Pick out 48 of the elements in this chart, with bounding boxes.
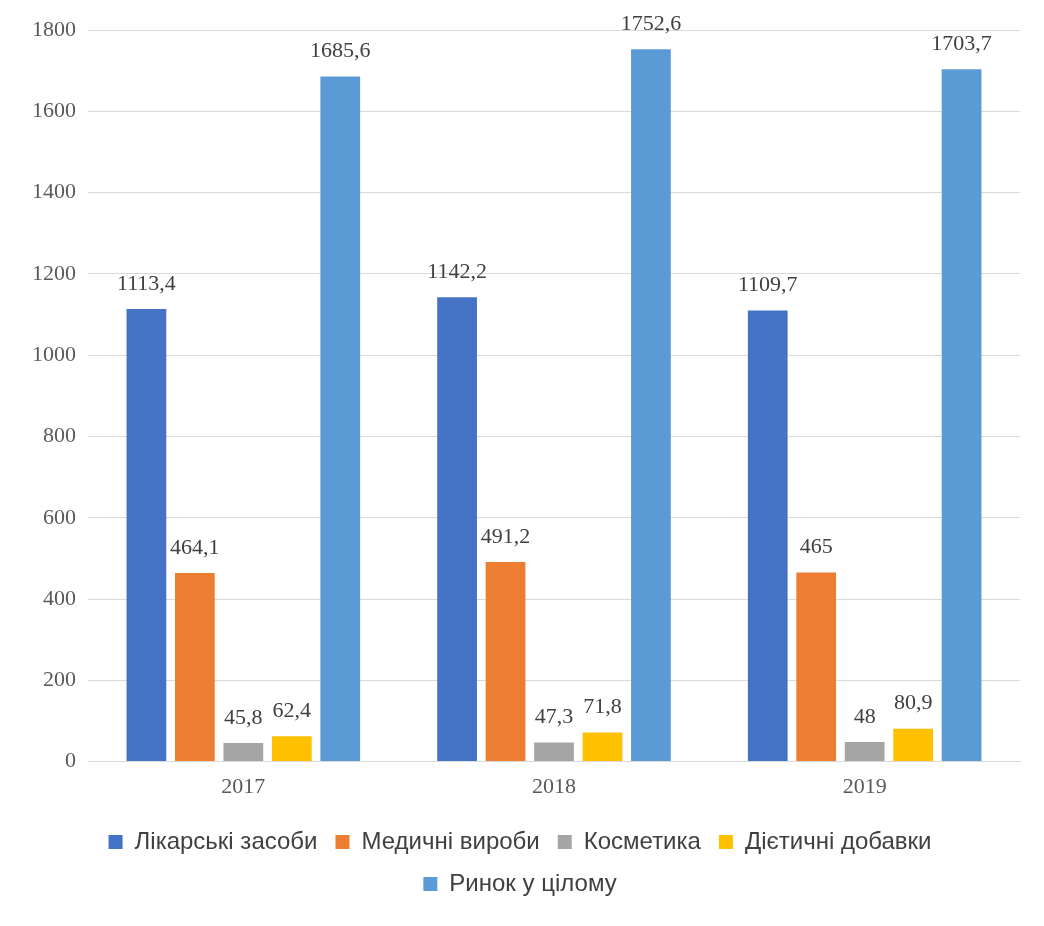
- y-tick-label: 600: [43, 503, 76, 529]
- bar: [844, 742, 885, 762]
- data-label: 62,4: [272, 697, 312, 723]
- y-tick-label: 1200: [32, 259, 76, 285]
- data-label: 71,8: [583, 693, 622, 719]
- bar: [437, 297, 477, 762]
- bar: [941, 69, 982, 762]
- x-tick-label: 2018: [532, 772, 576, 798]
- bar: [175, 572, 215, 762]
- data-label: 47,3: [534, 703, 574, 729]
- bar: [893, 728, 933, 762]
- bar: [631, 49, 671, 762]
- bar: [223, 742, 264, 762]
- bar: [320, 76, 361, 762]
- data-label: 80,9: [893, 689, 933, 715]
- data-label: 1685,6: [310, 37, 371, 63]
- data-label: 1113,4: [116, 269, 176, 295]
- x-tick-label: 2019: [842, 772, 887, 798]
- y-tick-label: 1600: [32, 97, 76, 123]
- bar: [796, 572, 837, 762]
- data-label: 45,8: [224, 703, 263, 729]
- data-label: 48: [853, 702, 876, 728]
- bar: [747, 310, 788, 762]
- y-tick-label: 1800: [32, 15, 76, 41]
- data-label: 464,1: [170, 533, 220, 559]
- legend-label: Медичні вироби: [361, 826, 540, 854]
- y-tick-label: 400: [43, 584, 76, 610]
- bar: [534, 742, 574, 762]
- bar: [271, 736, 312, 762]
- legend-label: Дієтичні добавки: [744, 826, 932, 854]
- y-tick-label: 1000: [32, 340, 76, 366]
- y-tick-label: 200: [43, 666, 76, 692]
- data-label: 465: [799, 533, 833, 559]
- data-label: 1752,6: [620, 10, 682, 36]
- legend-label: Лікарські засоби: [134, 826, 318, 854]
- y-tick-label: 1400: [32, 178, 76, 204]
- x-tick-label: 2017: [221, 772, 266, 798]
- bar: [582, 732, 623, 762]
- bar: [485, 561, 526, 762]
- data-label: 1109,7: [737, 271, 798, 297]
- data-label: 491,2: [480, 522, 531, 548]
- y-tick-label: 0: [65, 747, 76, 773]
- legend-label: Ринок у цілому: [449, 868, 617, 896]
- data-label: 1142,2: [427, 258, 487, 284]
- legend-label: Косметика: [583, 826, 702, 854]
- bar: [126, 309, 167, 762]
- y-tick-label: 800: [43, 422, 76, 448]
- data-label: 1703,7: [931, 29, 992, 55]
